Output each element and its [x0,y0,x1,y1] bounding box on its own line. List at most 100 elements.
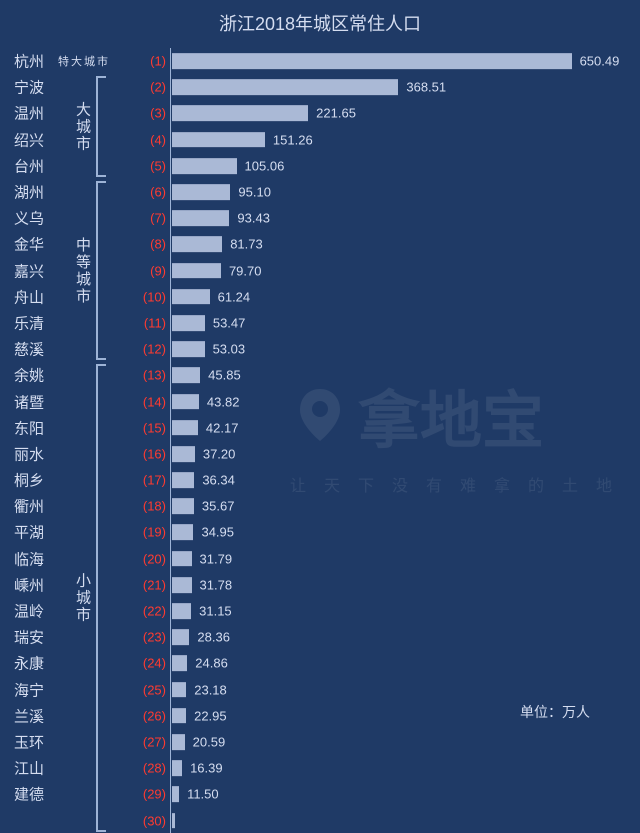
city-label: 江山 [14,758,44,779]
chart-title: 浙江2018年城区常住人口 [0,10,640,36]
bar [172,341,205,357]
group-bracket [96,181,106,360]
rank-label: (29) [143,787,166,802]
value-label: 45.85 [208,368,241,383]
rank-label: (14) [143,394,166,409]
city-label: 余姚 [14,365,44,386]
bar [172,446,195,462]
value-label: 34.95 [201,525,234,540]
unit-label: 单位：万人 [520,702,590,722]
value-label: 31.79 [200,551,233,566]
value-label: 221.65 [316,106,356,121]
city-label: 诸暨 [14,391,44,412]
bar [172,315,205,331]
bar [172,708,186,724]
group-label: 特大城市 [58,53,110,69]
rank-label: (15) [143,420,166,435]
rank-label: (22) [143,604,166,619]
rank-label: (2) [150,80,166,95]
bar [172,132,265,148]
bar [172,760,182,776]
value-label: 43.82 [207,394,240,409]
rank-label: (26) [143,708,166,723]
group-label: 大城市 [72,101,93,152]
bar [172,53,572,69]
value-label: 368.51 [406,80,446,95]
bar [172,79,398,95]
city-label: 衢州 [14,496,44,517]
bar [172,394,199,410]
bar [172,210,229,226]
bar [172,603,191,619]
value-label: 81.73 [230,237,263,252]
bar [172,682,186,698]
value-label: 11.50 [187,787,219,802]
value-label: 31.15 [199,604,232,619]
rank-label: (1) [150,54,166,69]
rank-label: (8) [150,237,166,252]
value-label: 20.59 [193,734,226,749]
bar [172,289,210,305]
rank-label: (18) [143,499,166,514]
rank-label: (19) [143,525,166,540]
bar [172,367,200,383]
bar [172,263,221,279]
city-label: 温州 [14,103,44,124]
city-label: 瑞安 [14,627,44,648]
city-label: 建德 [14,784,44,805]
bar [172,106,308,122]
rank-label: (9) [150,263,166,278]
city-label: 温岭 [14,601,44,622]
bar [172,656,187,672]
rank-label: (11) [144,315,166,330]
group-bracket [96,364,106,832]
value-label: 42.17 [206,420,239,435]
city-label: 海宁 [14,679,44,700]
value-label: 53.47 [213,315,246,330]
city-label: 乐清 [14,312,44,333]
city-label: 玉环 [14,731,44,752]
city-label: 舟山 [14,286,44,307]
city-label: 宁波 [14,77,44,98]
city-label: 台州 [14,155,44,176]
rank-label: (30) [143,813,166,828]
group-bracket [96,76,106,177]
bar [172,184,230,200]
bar [172,734,185,750]
value-label: 22.95 [194,708,227,723]
bar [172,420,198,436]
city-label: 桐乡 [14,470,44,491]
value-label: 24.86 [195,656,228,671]
rank-label: (12) [143,342,166,357]
value-label: 16.39 [190,761,223,776]
city-label: 杭州 [14,51,44,72]
rank-label: (5) [150,158,166,173]
group-label: 中等城市 [72,237,93,305]
city-label: 永康 [14,653,44,674]
rank-label: (28) [143,761,166,776]
rank-label: (24) [143,656,166,671]
rank-label: (23) [143,630,166,645]
bar [172,786,179,802]
city-label: 嵊州 [14,574,44,595]
rank-label: (6) [150,185,166,200]
city-label: 湖州 [14,182,44,203]
value-label: 95.10 [238,185,271,200]
bar [172,472,194,488]
rank-label: (10) [143,289,166,304]
rank-label: (25) [143,682,166,697]
city-label: 义乌 [14,208,44,229]
value-label: 61.24 [218,289,251,304]
bar [172,525,193,541]
value-label: 151.26 [273,132,313,147]
city-label: 东阳 [14,417,44,438]
city-label: 平湖 [14,522,44,543]
rank-label: (7) [150,211,166,226]
value-label: 36.34 [202,473,235,488]
bar [172,498,194,514]
city-label: 丽水 [14,443,44,464]
chart-root: 浙江2018年城区常住人口 拿地宝 让天下没有难拿的土地 杭州(1)650.49… [0,0,640,833]
rank-label: (21) [143,577,166,592]
value-label: 28.36 [197,630,230,645]
group-label: 小城市 [72,573,93,624]
